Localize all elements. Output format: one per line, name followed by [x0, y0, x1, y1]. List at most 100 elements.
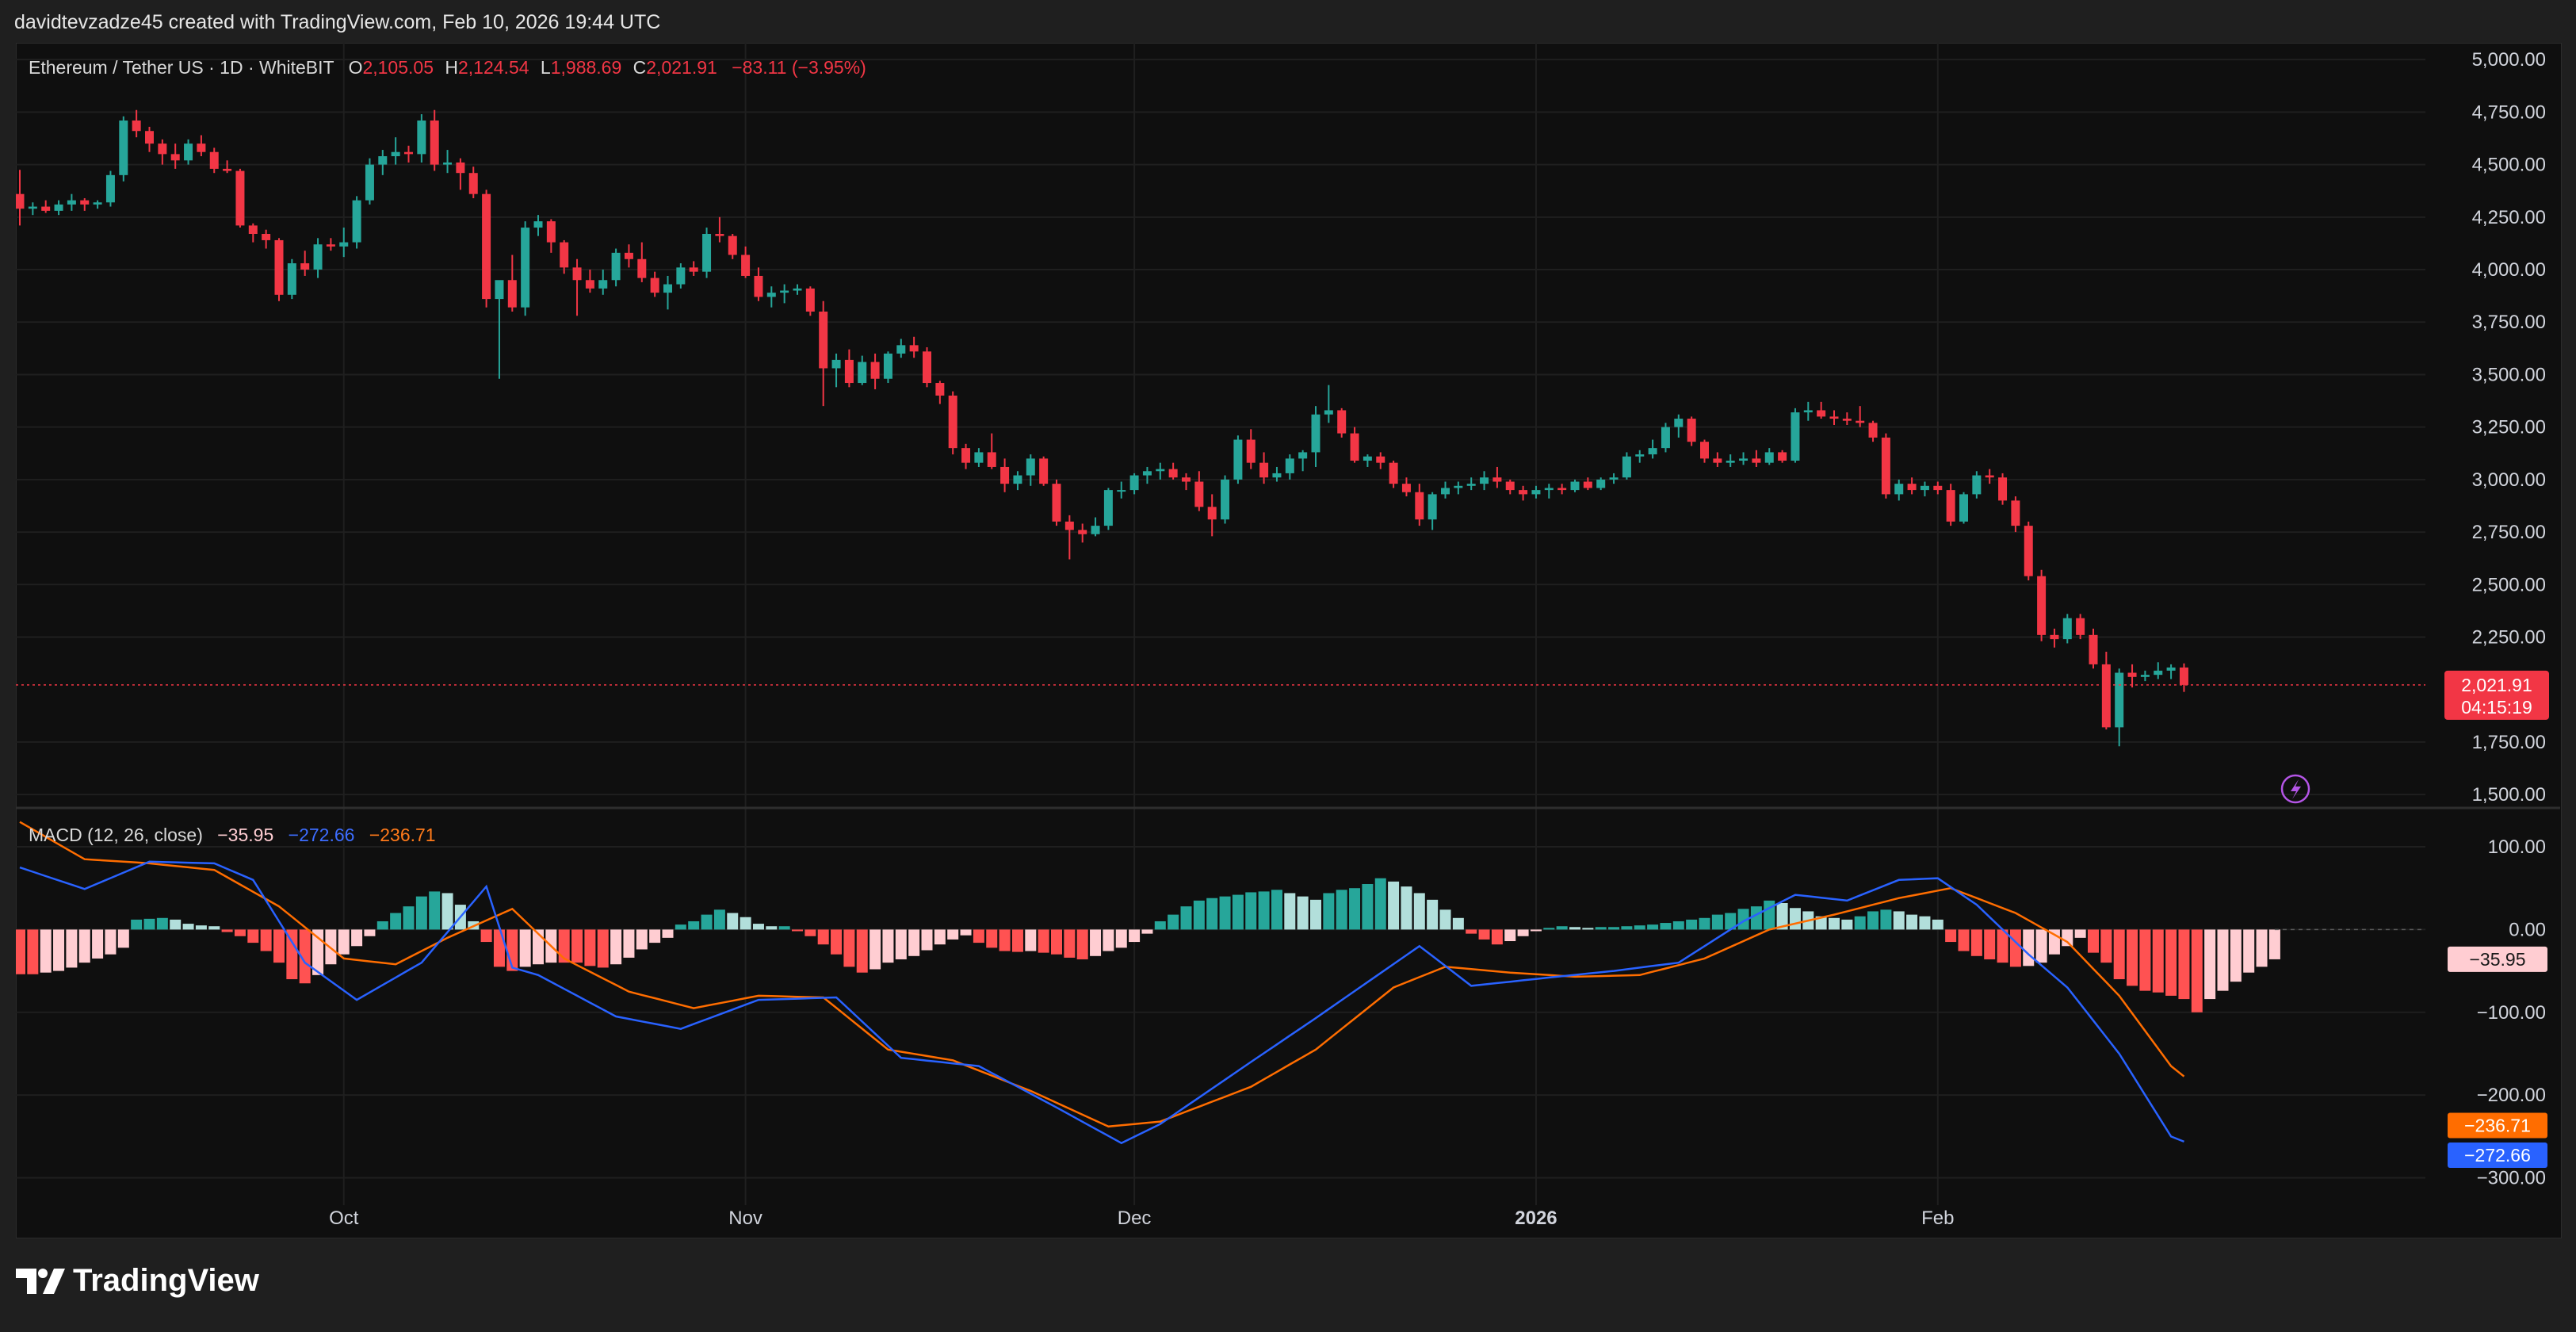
macd-histogram-bar — [1297, 896, 1309, 930]
candle — [831, 353, 841, 388]
macd-histogram-bar — [1958, 929, 1970, 951]
high-label: H — [445, 57, 458, 78]
macd-histogram-bar — [766, 926, 778, 930]
symbol-label[interactable]: Ethereum / Tether US · 1D · WhiteBIT — [29, 57, 334, 78]
candle — [896, 339, 906, 358]
candle — [1752, 450, 1761, 467]
macd-histogram-bar — [1439, 909, 1451, 930]
candle — [1972, 471, 1982, 499]
candle — [468, 166, 478, 198]
price-tick-label: 3,250.00 — [2472, 417, 2546, 438]
macd-histogram-bar — [429, 891, 441, 930]
candle — [1946, 484, 1955, 526]
macd-histogram-bar — [869, 929, 881, 970]
candle — [443, 150, 453, 174]
candle — [1726, 454, 1735, 467]
macd-histogram-bar — [1064, 929, 1076, 958]
macd-histogram-bar — [2217, 929, 2229, 991]
candle — [67, 193, 76, 211]
candle — [2037, 569, 2047, 641]
candle — [1674, 414, 1684, 438]
low-label: L — [540, 57, 551, 78]
price-tick-label: 1,750.00 — [2472, 732, 2546, 753]
macd-histogram-bar — [27, 929, 39, 974]
macd-histogram-bar — [16, 929, 25, 974]
close-value: 2,021.91 — [646, 57, 717, 78]
macd-histogram-bar — [1129, 929, 1141, 943]
macd-histogram-bar — [182, 924, 194, 930]
candle — [456, 158, 465, 190]
macd-histogram-bar — [376, 921, 388, 930]
candle — [1661, 423, 1670, 453]
candle — [715, 216, 724, 243]
candle — [793, 284, 802, 295]
macd-histogram-bar — [895, 929, 907, 959]
macd-histogram-bar — [1686, 919, 1698, 930]
candle — [417, 114, 426, 163]
macd-histogram-bar — [1206, 898, 1218, 930]
candle — [948, 391, 957, 455]
candle — [1609, 473, 1619, 484]
macd-histogram-value: −35.95 — [217, 825, 274, 845]
candle — [1739, 452, 1749, 465]
macd-histogram-bar — [1141, 929, 1153, 934]
candle — [1803, 401, 1813, 421]
candle — [572, 258, 582, 316]
candle — [1078, 523, 1087, 543]
candle — [611, 248, 621, 287]
macd-histogram-bar — [1219, 896, 1231, 930]
macd-histogram-bar — [1841, 919, 1853, 930]
candle — [858, 355, 867, 385]
brand-name: TradingView — [73, 1263, 259, 1298]
macd-histogram-bar — [2243, 929, 2255, 973]
macd-histogram-bar — [1466, 929, 1477, 934]
candle — [378, 150, 388, 175]
macd-histogram-bar — [351, 929, 363, 947]
macd-histogram-bar — [117, 929, 129, 948]
candle — [495, 280, 504, 379]
macd-histogram-bar — [2035, 929, 2047, 963]
macd-histogram-bar — [1076, 929, 1088, 959]
macd-histogram-bar — [1349, 888, 1361, 930]
macd-histogram-bar — [1984, 929, 1996, 959]
candle — [702, 228, 712, 278]
open-value: 2,105.05 — [362, 57, 434, 78]
grid-layer — [16, 43, 2560, 1205]
candle — [1311, 406, 1320, 467]
macd-histogram-bar — [1103, 929, 1114, 951]
candle — [404, 145, 413, 163]
macd-tick-label: 0.00 — [2509, 919, 2546, 940]
macd-histogram-bar — [2191, 929, 2203, 1012]
candle — [430, 109, 439, 171]
time-tick-label: Oct — [329, 1208, 359, 1229]
candle — [2011, 496, 2020, 533]
candle — [1129, 473, 1139, 495]
macd-histogram-bar — [701, 914, 713, 930]
macd-line-badge-text: −272.66 — [2464, 1145, 2531, 1166]
price-tick-label: 4,500.00 — [2472, 155, 2546, 176]
candle — [1466, 477, 1476, 491]
time-tick-label: Dec — [1118, 1208, 1152, 1229]
macd-histogram-bar — [493, 929, 505, 967]
macd-histogram-bar — [143, 918, 155, 930]
candle — [1026, 454, 1035, 486]
macd-histogram-bar — [533, 929, 544, 965]
candle — [1920, 481, 1929, 497]
macd-histogram-bar — [843, 929, 855, 967]
candle — [1842, 412, 1852, 425]
candle — [1894, 479, 1904, 501]
tradingview-brand[interactable]: TradingView — [16, 1263, 259, 1299]
macd-indicator-label[interactable]: MACD (12, 26, close) — [29, 825, 203, 845]
candle — [1700, 439, 1709, 463]
chart-svg[interactable]: 5,000.00 4,750.00 4,500.00 4,250.00 4,000.00… — [16, 43, 2560, 1237]
macd-histogram-bar — [727, 913, 739, 930]
macd-histogram-bar — [170, 919, 182, 930]
price-tick-label: 2,250.00 — [2472, 626, 2546, 648]
macd-histogram-bar — [713, 909, 725, 930]
candle — [105, 170, 115, 207]
macd-histogram-bar — [1362, 883, 1374, 930]
candle — [1013, 471, 1022, 491]
macd-histogram-bar — [960, 929, 972, 936]
last-price-badge — [2444, 670, 2549, 720]
macd-histogram-bar — [662, 929, 674, 938]
